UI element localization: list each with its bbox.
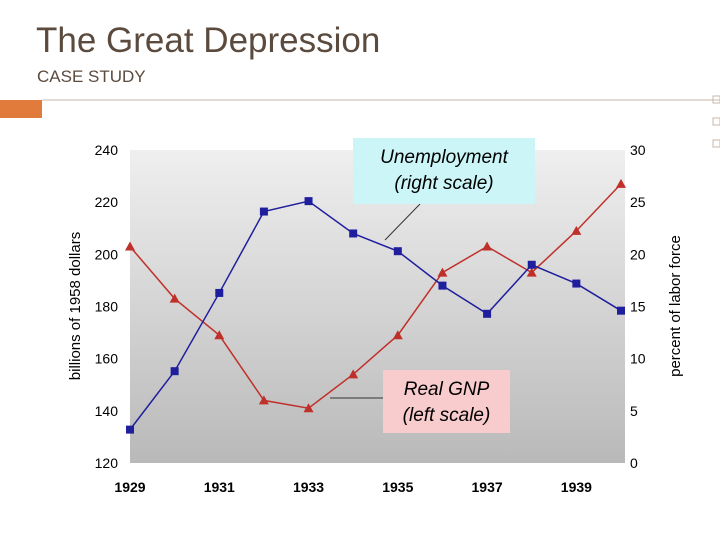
x-tick-label: 1933 bbox=[293, 479, 324, 495]
point bbox=[170, 367, 179, 376]
chart: 120 140 160 180 200 220 240 0 5 10 15 20 25 30 1929 193… bbox=[67, 138, 684, 495]
annotation-pointer bbox=[384, 203, 421, 241]
slide-subtitle: CASE STUDY bbox=[37, 67, 146, 86]
x-tick-label: 1929 bbox=[114, 479, 145, 495]
y2-tick-label: 15 bbox=[630, 299, 646, 315]
point bbox=[571, 225, 582, 235]
accent-bar bbox=[0, 100, 42, 118]
y2-axis-label: percent of labor force bbox=[667, 235, 684, 377]
y-tick-label: 120 bbox=[95, 455, 119, 471]
x-tick-label: 1937 bbox=[472, 479, 503, 495]
y2-tick-label: 0 bbox=[630, 455, 638, 471]
point bbox=[214, 330, 225, 340]
y2-tick-label: 30 bbox=[630, 142, 646, 158]
x-tick-label: 1939 bbox=[561, 479, 592, 495]
point bbox=[527, 260, 536, 269]
annotation-box bbox=[383, 370, 510, 433]
deco bbox=[712, 117, 720, 126]
annotation-text: (left scale) bbox=[403, 405, 491, 426]
series-line bbox=[129, 183, 622, 410]
annotation-text: (right scale) bbox=[394, 173, 493, 194]
point bbox=[348, 369, 359, 379]
point bbox=[392, 330, 403, 340]
y-tick-label: 240 bbox=[95, 142, 119, 158]
y2-tick-label: 20 bbox=[630, 246, 646, 262]
slide-title: The Great Depression bbox=[36, 21, 380, 60]
point bbox=[572, 279, 581, 288]
point bbox=[393, 247, 402, 256]
y-tick-label: 140 bbox=[95, 403, 119, 419]
annotation-text: Unemployment bbox=[380, 147, 508, 168]
y2-tick-label: 25 bbox=[630, 194, 646, 210]
point bbox=[215, 288, 224, 297]
y2-tick-label: 10 bbox=[630, 351, 646, 367]
point bbox=[483, 309, 492, 318]
point bbox=[438, 281, 447, 290]
point bbox=[126, 425, 134, 434]
y2-tick-label: 5 bbox=[630, 403, 638, 419]
point bbox=[125, 241, 135, 251]
x-tick-label: 1931 bbox=[204, 479, 235, 495]
point bbox=[437, 267, 448, 277]
point bbox=[616, 178, 626, 188]
y-tick-label: 220 bbox=[95, 194, 119, 210]
x-tick-label: 1935 bbox=[382, 479, 413, 495]
point bbox=[169, 293, 180, 303]
y-tick-label: 200 bbox=[95, 246, 119, 262]
point bbox=[526, 267, 537, 277]
point bbox=[482, 241, 493, 251]
deco bbox=[712, 139, 720, 148]
series-line bbox=[129, 200, 622, 431]
point bbox=[259, 207, 268, 216]
y-axis-label: billions of 1958 dollars bbox=[67, 232, 84, 380]
point bbox=[258, 395, 269, 405]
point bbox=[304, 197, 313, 206]
deco bbox=[712, 95, 720, 104]
annotation-box bbox=[353, 138, 535, 204]
y-tick-label: 160 bbox=[95, 351, 119, 367]
point bbox=[303, 403, 314, 413]
point bbox=[617, 306, 625, 315]
y-tick-label: 180 bbox=[95, 299, 119, 315]
annotation-text: Real GNP bbox=[404, 379, 490, 400]
point bbox=[349, 229, 358, 238]
